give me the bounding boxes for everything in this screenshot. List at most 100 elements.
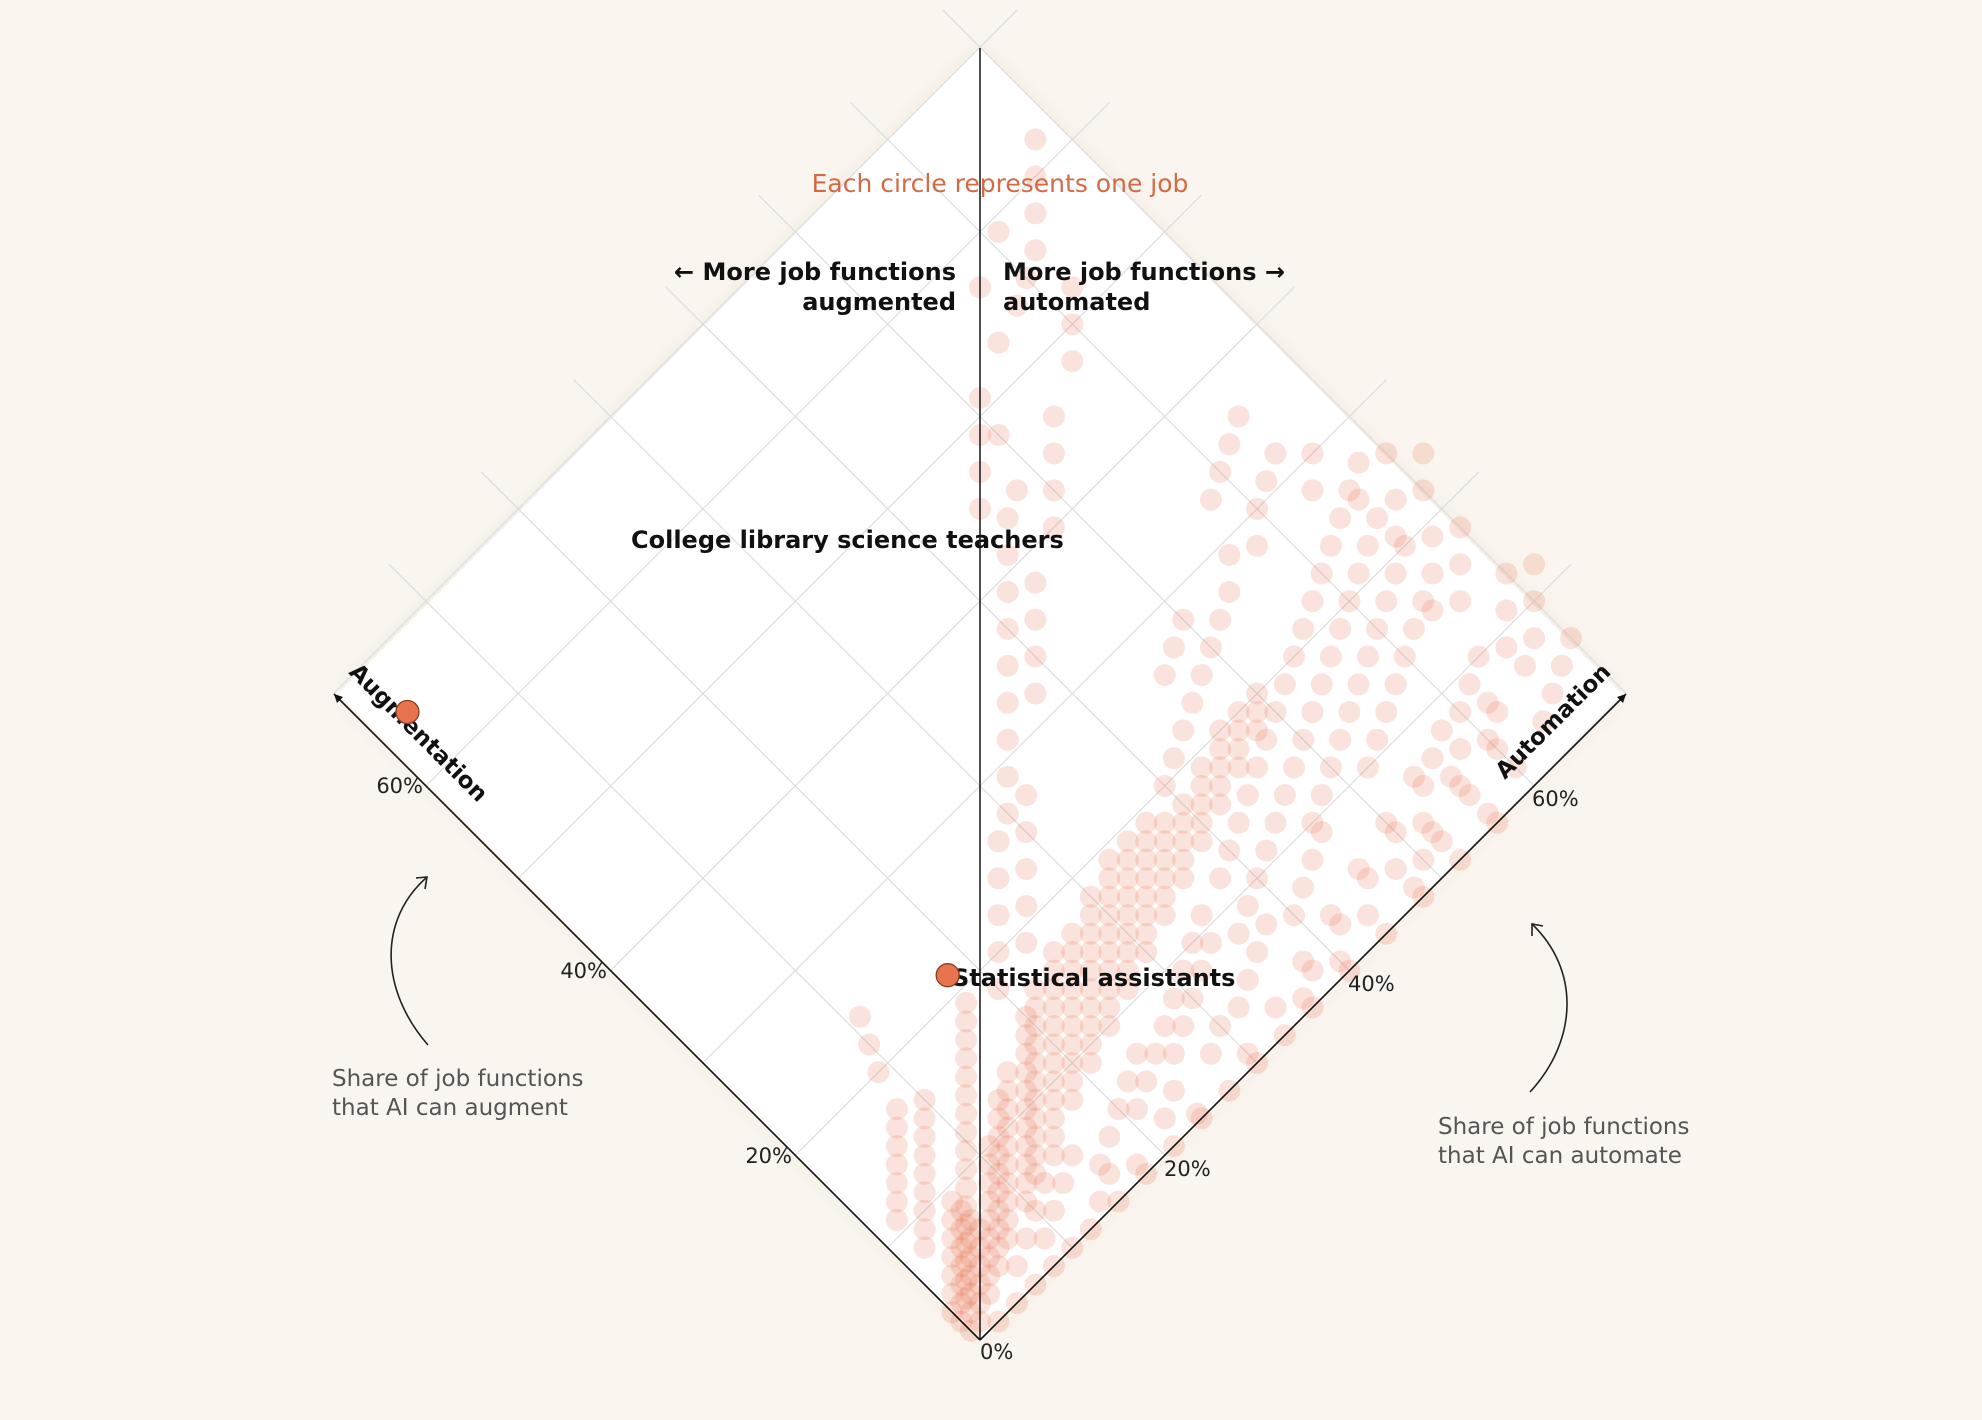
job-point (996, 1153, 1019, 1176)
job-point (1153, 904, 1176, 927)
job-point (1209, 867, 1232, 890)
job-point (1181, 931, 1204, 954)
job-point (1209, 719, 1232, 742)
job-point (950, 1292, 973, 1315)
job-point (1042, 959, 1065, 982)
job-point (955, 1176, 978, 1199)
job-point (1199, 488, 1222, 511)
augment-note-arrowhead (415, 876, 428, 890)
job-point (955, 1084, 978, 1107)
augmentation-axis-arrowhead (334, 694, 343, 703)
job-point (950, 1199, 973, 1222)
job-point (913, 1107, 936, 1130)
job-point (1486, 701, 1509, 723)
job-point (1301, 811, 1324, 834)
job-point (1098, 1125, 1121, 1148)
job-point (1356, 904, 1379, 927)
job-point (959, 1208, 982, 1231)
job-point (1246, 867, 1268, 890)
job-point (1015, 1079, 1038, 1102)
job-point (1061, 941, 1084, 964)
job-point (1005, 1255, 1028, 1278)
job-point (941, 1282, 964, 1305)
job-point (1042, 941, 1065, 964)
job-point (1061, 350, 1084, 373)
job-point (1236, 1042, 1259, 1065)
job-point (1135, 848, 1158, 871)
job-point (1347, 562, 1370, 585)
job-point (1061, 1070, 1084, 1093)
job-point (1024, 1199, 1047, 1222)
job-point (1458, 673, 1481, 696)
job-point (1523, 627, 1546, 650)
job-point (1015, 1061, 1038, 1084)
job-point (1375, 590, 1398, 613)
job-point (1098, 848, 1121, 871)
job-point (1024, 996, 1047, 1019)
job-point (1375, 701, 1398, 723)
job-point (959, 1264, 982, 1287)
job-point (1209, 738, 1232, 760)
job-point (1319, 904, 1342, 927)
job-point (1227, 719, 1250, 742)
job-point (1024, 1162, 1047, 1185)
job-point (1292, 617, 1315, 640)
job-point (950, 1255, 973, 1278)
job-point (1476, 691, 1499, 714)
job-point (1153, 830, 1176, 853)
job-point (941, 1208, 964, 1231)
job-point (1024, 165, 1047, 188)
job-point (950, 1273, 973, 1296)
job-point (950, 1236, 973, 1259)
chart-subtitle: Each circle represents one job (812, 169, 1189, 198)
job-point (1015, 267, 1038, 289)
job-point (1449, 701, 1472, 723)
job-point (1015, 1098, 1038, 1121)
job-point (955, 1232, 978, 1254)
job-point (1033, 1227, 1056, 1250)
job-point (1319, 756, 1342, 779)
job-point (1412, 479, 1435, 502)
job-point (1449, 516, 1472, 539)
gridline-augmentation-60 (425, 102, 1110, 787)
job-point (1190, 830, 1213, 853)
job-point (1421, 821, 1444, 844)
job-point (1338, 479, 1361, 502)
job-point (1162, 1079, 1185, 1102)
job-point (913, 1199, 936, 1222)
job-point (867, 1061, 890, 1084)
job-point (1292, 987, 1315, 1010)
augmentation-tick-20: 20% (745, 1144, 792, 1168)
job-point (1098, 867, 1121, 890)
job-point (1495, 562, 1518, 585)
gridline-augmentation-70 (333, 9, 1018, 694)
job-point (1135, 885, 1158, 908)
job-point (1310, 821, 1333, 844)
job-point (1384, 673, 1407, 696)
job-point (1024, 608, 1047, 631)
job-point (1523, 590, 1546, 613)
job-point (1015, 858, 1038, 880)
job-point (959, 1227, 982, 1250)
job-point (1329, 507, 1352, 530)
job-point (1403, 876, 1425, 899)
job-point (1079, 1033, 1102, 1056)
job-point (1246, 941, 1268, 964)
job-point (955, 1139, 978, 1162)
job-point (1079, 922, 1102, 945)
automate-note-arrow (1529, 923, 1568, 1093)
job-point (1181, 691, 1204, 714)
job-point (1042, 1033, 1065, 1056)
automation-tick-40: 40% (1348, 972, 1395, 996)
job-point (1227, 922, 1250, 945)
job-point (996, 1116, 1019, 1139)
job-point (1356, 534, 1379, 557)
augmentation-tick-40: 40% (560, 959, 607, 983)
job-point (1227, 701, 1250, 723)
augment-note-arrow (390, 876, 429, 1046)
job-point (1310, 784, 1333, 807)
job-point (1024, 645, 1047, 668)
job-point (1347, 451, 1370, 474)
job-point (1412, 848, 1435, 871)
gridline-augmentation-30 (702, 379, 1387, 1064)
